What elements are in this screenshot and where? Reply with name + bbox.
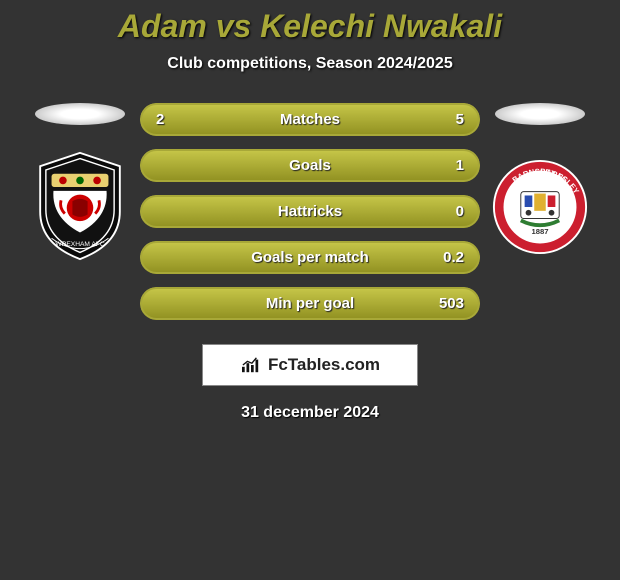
- stat-label: Goals: [289, 157, 331, 174]
- stat-left-value: 2: [156, 111, 196, 128]
- stat-right-value: 5: [424, 111, 464, 128]
- branding-text: FcTables.com: [268, 355, 380, 375]
- stat-label: Matches: [280, 111, 340, 128]
- stat-right-value: 503: [424, 295, 464, 312]
- comparison-card: Adam vs Kelechi Nwakali Club competition…: [0, 0, 620, 422]
- date-label: 31 december 2024: [0, 404, 620, 422]
- branding-logo: FcTables.com: [202, 344, 418, 386]
- stat-row: Min per goal 503: [140, 287, 480, 320]
- svg-text:1887: 1887: [531, 227, 548, 236]
- stat-row: Hattricks 0: [140, 195, 480, 228]
- left-player-col: WREXHAM AFC: [32, 103, 128, 261]
- page-title: Adam vs Kelechi Nwakali: [0, 8, 620, 45]
- player-ring-left: [35, 103, 125, 125]
- stat-row: Goals 1: [140, 149, 480, 182]
- stat-label: Min per goal: [266, 295, 354, 312]
- stat-right-value: 1: [424, 157, 464, 174]
- stat-right-value: 0: [424, 203, 464, 220]
- chart-icon: [240, 356, 262, 374]
- stat-right-value: 0.2: [424, 249, 464, 266]
- player-ring-right: [495, 103, 585, 125]
- stat-row: 2 Matches 5: [140, 103, 480, 136]
- content-row: WREXHAM AFC 2 Matches 5 Goals 1: [0, 103, 620, 320]
- club-badge-wrexham: WREXHAM AFC: [32, 151, 128, 261]
- right-player-col: BARNSLEY FC BARNSLEY FC 1887: [492, 103, 588, 255]
- stat-row: Goals per match 0.2: [140, 241, 480, 274]
- svg-text:WREXHAM AFC: WREXHAM AFC: [55, 241, 105, 248]
- stat-label: Goals per match: [251, 249, 369, 266]
- stats-column: 2 Matches 5 Goals 1 Hattricks 0: [140, 103, 480, 320]
- subtitle: Club competitions, Season 2024/2025: [0, 55, 620, 73]
- club-badge-barnsley: BARNSLEY FC BARNSLEY FC 1887: [492, 159, 588, 255]
- stat-label: Hattricks: [278, 203, 342, 220]
